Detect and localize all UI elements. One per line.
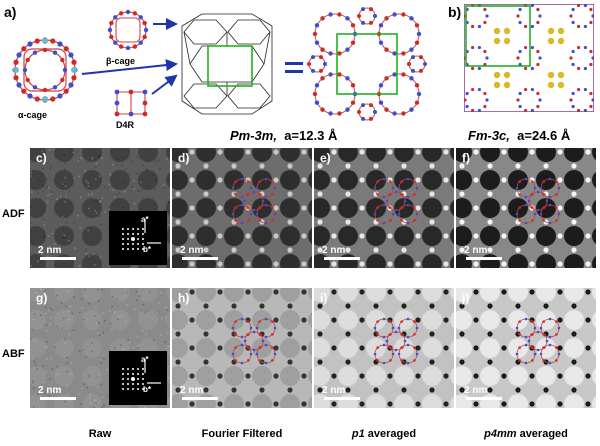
scale-bar (466, 397, 502, 400)
panel-h-abf-fourier: h) 2 nm (172, 288, 312, 408)
scale-bar-label: 2 nm (322, 245, 346, 256)
structure-b-formula: Fm-3c, a=24.6 Å (468, 128, 571, 143)
structure-a-formula: Pm-3m, a=12.3 Å (230, 128, 338, 143)
equals-sign (285, 62, 303, 65)
alpha-cage-label: α-cage (18, 110, 48, 120)
framework-model-b (464, 4, 594, 112)
scale-bar (182, 257, 218, 260)
scale-bar (40, 257, 76, 260)
panel-f-adf-p4mm: f) 2 nm (456, 148, 596, 268)
panel-label-c: c) (36, 151, 47, 165)
beta-cage-label: β-cage (106, 56, 136, 66)
alpha-cage-atoms (12, 37, 78, 103)
scale-bar (324, 397, 360, 400)
alpha-cage-figure (12, 37, 78, 103)
scale-bar (182, 397, 218, 400)
scale-bar-label: 2 nm (322, 385, 346, 396)
fft-axis-a: a* (141, 355, 149, 364)
panel-label-h: h) (178, 291, 190, 305)
column-label-raw: Raw (88, 428, 112, 440)
scale-bar (324, 257, 360, 260)
panel-g-abf-raw: g) a* b* 2 nm (30, 288, 170, 408)
panel-i-abf-p1: i) 2 nm (314, 288, 454, 408)
panel-label-g: g) (36, 291, 48, 305)
scale-bar-label: 2 nm (38, 385, 62, 396)
panel-label-a: a) (4, 4, 17, 20)
unit-cell-outline (207, 45, 253, 87)
framework-wireframe (181, 13, 273, 115)
fft-axis-b: b* (143, 245, 151, 254)
scale-bar-label: 2 nm (464, 385, 488, 396)
row-label-adf: ADF (2, 208, 25, 220)
panel-label-e: e) (320, 151, 331, 165)
column-label-fourier: Fourier Filtered (201, 428, 283, 440)
scale-bar (40, 397, 76, 400)
fft-axis-a: a* (141, 215, 149, 224)
scale-bar-label: 2 nm (38, 245, 62, 256)
row-label-abf: ABF (2, 348, 25, 360)
fft-inset-abf: a* b* (109, 351, 167, 405)
panel-label-d: d) (178, 151, 190, 165)
d4r-label: D4R (116, 120, 135, 130)
panel-c-adf-raw: c) a* b* 2 nm (30, 148, 170, 268)
equals-sign-bar2 (285, 70, 303, 73)
fft-axis-b: b* (143, 385, 151, 394)
panel-label-i: i) (320, 291, 328, 305)
scale-bar-label: 2 nm (464, 245, 488, 256)
panel-label-j: j) (462, 291, 470, 305)
unit-cell-outline-b (465, 5, 531, 67)
column-label-p4mm: p4mm averaged (484, 428, 568, 440)
panel-e-adf-p1: e) 2 nm (314, 148, 454, 268)
panel-label-b: b) (448, 4, 462, 20)
panel-j-abf-p4mm: j) 2 nm (456, 288, 596, 408)
column-label-p1: p1 averaged (351, 428, 417, 440)
scale-bar-label: 2 nm (180, 245, 204, 256)
scale-bar-label: 2 nm (180, 385, 204, 396)
unit-cell-outline-a (336, 33, 398, 95)
fft-inset-adf: a* b* (109, 211, 167, 265)
scale-bar (466, 257, 502, 260)
framework-model-a (307, 7, 427, 121)
d4r-figure (114, 89, 148, 117)
panel-d-adf-fourier: d) 2 nm (172, 148, 312, 268)
beta-cage-figure (107, 9, 149, 51)
panel-label-f: f) (462, 151, 470, 165)
assembly-arrows (81, 18, 178, 95)
